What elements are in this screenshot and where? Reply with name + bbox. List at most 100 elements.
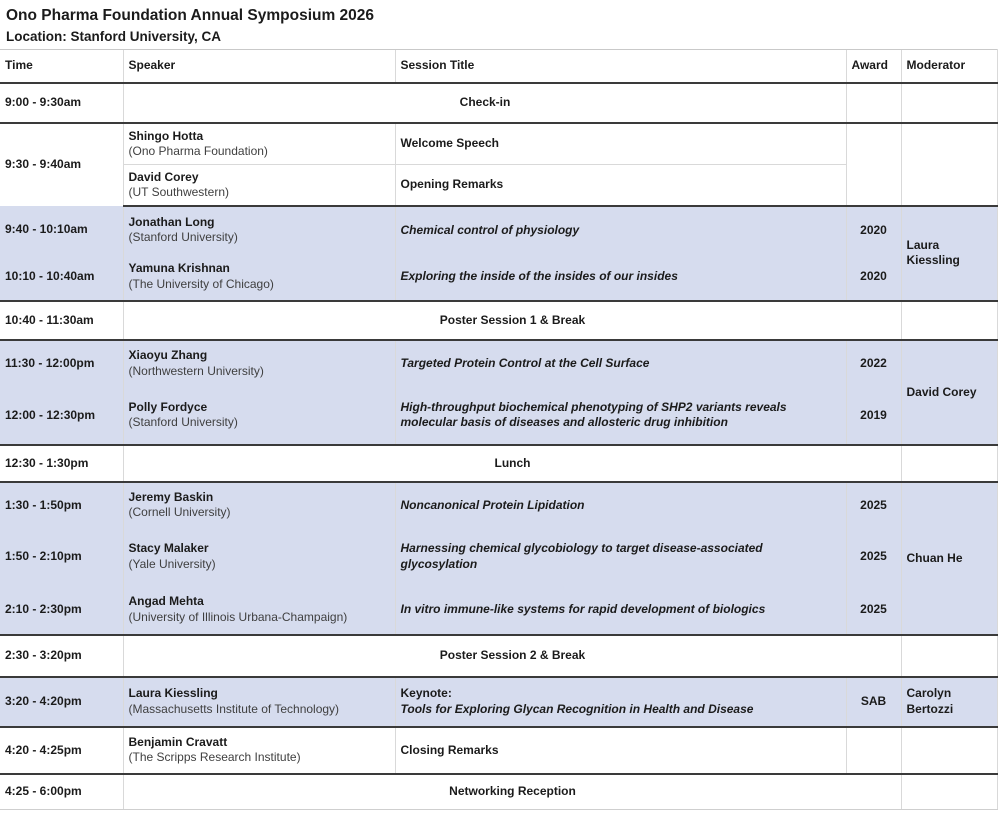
award-cell — [845, 82, 901, 124]
break-row-poster1: 10:40 - 11:30am Poster Session 1 & Break — [0, 300, 998, 341]
break-label: Poster Session 2 & Break — [122, 634, 901, 678]
speaker-affiliation: (UT Southwestern) — [128, 185, 229, 200]
session-title-cell: Harnessing chemical glycobiology to targ… — [394, 527, 846, 586]
speaker-cell: Polly Fordyce (Stanford University) — [122, 386, 395, 446]
time-cell: 1:50 - 2:10pm — [0, 527, 123, 586]
award-cell — [845, 726, 901, 775]
speaker-affiliation: (Stanford University) — [128, 415, 238, 430]
award-cell: 2022 — [845, 339, 901, 387]
speaker-name: Xiaoyu Zhang — [128, 348, 208, 363]
speaker-name: Jeremy Baskin — [128, 489, 214, 504]
schedule-row: David Corey (UT Southwestern) Opening Re… — [0, 164, 997, 207]
speaker-cell: Jeremy Baskin (Cornell University) — [122, 481, 395, 528]
column-header-award: Award — [845, 49, 901, 84]
time-cell: 1:30 - 1:50pm — [0, 481, 123, 528]
time-cell: 10:10 - 10:40am — [0, 253, 123, 302]
page-title: Ono Pharma Foundation Annual Symposium 2… — [6, 7, 375, 24]
time-cell: 4:25 - 6:00pm — [0, 773, 123, 811]
schedule-table: Time Speaker Session Title Award Moderat… — [0, 49, 998, 811]
speaker-cell: David Corey (UT Southwestern) — [122, 164, 395, 207]
speaker-cell: Jonathan Long (Stanford University) — [122, 205, 395, 254]
award-cell: 2019 — [845, 386, 901, 446]
award-cell — [845, 122, 901, 207]
award-cell: 2025 — [845, 585, 901, 636]
speaker-affiliation: (Cornell University) — [128, 505, 231, 520]
break-row-networking: 4:25 - 6:00pm Networking Reception — [0, 773, 998, 811]
speaker-cell: Shingo Hotta (Ono Pharma Foundation) — [122, 122, 395, 165]
schedule-row: 9:40 - 10:10am Jonathan Long (Stanford U… — [0, 205, 998, 302]
speaker-affiliation: (The University of Chicago) — [128, 276, 274, 291]
moderator-cell — [900, 82, 998, 124]
break-label: Lunch — [122, 444, 901, 483]
time-cell: 9:40 - 10:10am — [0, 205, 123, 254]
time-cell: 12:30 - 1:30pm — [0, 444, 123, 483]
speaker-name: Benjamin Cravatt — [128, 734, 228, 749]
session-title-cell: Targeted Protein Control at the Cell Sur… — [394, 339, 846, 387]
speaker-name: Jonathan Long — [128, 214, 215, 229]
speaker-affiliation: (University of Illinois Urbana-Champaign… — [128, 609, 348, 624]
time-cell: 3:20 - 4:20pm — [0, 676, 123, 728]
award-cell: 2025 — [845, 527, 901, 586]
session-title-cell: In vitro immune-like systems for rapid d… — [394, 585, 846, 636]
schedule-row: 11:30 - 12:00pm Xiaoyu Zhang (Northweste… — [0, 339, 998, 446]
speaker-affiliation: (Stanford University) — [128, 230, 238, 245]
moderator-cell — [900, 444, 998, 483]
speaker-name: Polly Fordyce — [128, 399, 208, 414]
time-cell: 12:00 - 12:30pm — [0, 386, 123, 446]
break-label: Check-in — [122, 82, 846, 124]
moderator-cell — [900, 122, 998, 207]
speaker-cell: Angad Mehta (University of Illinois Urba… — [122, 585, 395, 636]
break-label: Networking Reception — [122, 773, 901, 811]
column-header-speaker: Speaker — [122, 49, 395, 84]
speaker-name: Yamuna Krishnan — [128, 261, 230, 276]
break-label: Poster Session 1 & Break — [122, 300, 901, 341]
award-cell: 2020 — [845, 253, 901, 302]
speaker-name: Shingo Hotta — [128, 128, 204, 143]
session-title-cell: Exploring the inside of the insides of o… — [394, 253, 846, 302]
schedule-row: 10:10 - 10:40am Yamuna Krishnan (The Uni… — [0, 253, 997, 302]
speaker-affiliation: (Northwestern University) — [128, 363, 264, 378]
session-title-cell: Chemical control of physiology — [394, 205, 846, 254]
break-row-lunch: 12:30 - 1:30pm Lunch — [0, 444, 998, 483]
moderator-cell: Carolyn Bertozzi — [900, 676, 998, 728]
speaker-name: Angad Mehta — [128, 594, 204, 609]
schedule-row: 12:00 - 12:30pm Polly Fordyce (Stanford … — [0, 386, 997, 446]
time-cell: 9:30 - 9:40am — [5, 157, 82, 172]
session-title-cell: Closing Remarks — [394, 726, 846, 775]
speaker-cell: Laura Kiessling (Massachusetts Institute… — [122, 676, 395, 728]
session-title-cell: Noncanonical Protein Lipidation — [394, 481, 846, 528]
schedule-row: 9:30 - 9:40am Shingo Hotta (Ono Pharma F… — [0, 122, 998, 207]
time-cell: 10:40 - 11:30am — [0, 300, 123, 341]
speaker-cell: Benjamin Cravatt (The Scripps Research I… — [122, 726, 395, 775]
session-title-cell: High-throughput biochemical phenotyping … — [394, 386, 846, 446]
award-cell: 2025 — [845, 481, 901, 528]
keynote-title: Tools for Exploring Glycan Recognition i… — [400, 701, 754, 716]
time-cell: 2:10 - 2:30pm — [0, 585, 123, 636]
schedule-sheet: Ono Pharma Foundation Annual Symposium 2… — [0, 7, 998, 811]
speaker-affiliation: (The Scripps Research Institute) — [128, 750, 301, 765]
speaker-cell: Yamuna Krishnan (The University of Chica… — [122, 253, 395, 302]
schedule-row: 1:30 - 1:50pm Jeremy Baskin (Cornell Uni… — [0, 481, 998, 636]
speaker-cell: Stacy Malaker (Yale University) — [122, 527, 395, 586]
break-row-checkin: 9:00 - 9:30am Check-in — [0, 82, 998, 124]
speaker-affiliation: (Yale University) — [128, 556, 216, 571]
column-header-moderator: Moderator — [900, 49, 998, 84]
moderator-cell — [900, 300, 998, 341]
keynote-prefix: Keynote: — [400, 686, 452, 701]
column-header-session: Session Title — [394, 49, 846, 84]
award-cell: 2020 — [845, 205, 901, 254]
speaker-affiliation: (Massachusetts Institute of Technology) — [128, 701, 340, 716]
schedule-row: 1:50 - 2:10pm Stacy Malaker (Yale Univer… — [0, 527, 997, 586]
award-cell: SAB — [845, 676, 901, 728]
schedule-row: 2:10 - 2:30pm Angad Mehta (University of… — [0, 585, 997, 636]
time-cell: 11:30 - 12:00pm — [0, 339, 123, 387]
speaker-name: David Corey — [128, 169, 199, 184]
moderator-cell: David Corey — [900, 339, 998, 446]
speaker-affiliation: (Ono Pharma Foundation) — [128, 144, 268, 159]
speaker-name: Stacy Malaker — [128, 541, 209, 556]
speaker-name: Laura Kiessling — [128, 686, 218, 701]
moderator-cell: Laura Kiessling — [900, 205, 998, 302]
location-subtitle: Location: Stanford University, CA — [6, 28, 222, 44]
break-row-poster2: 2:30 - 3:20pm Poster Session 2 & Break — [0, 634, 998, 678]
schedule-row: 4:20 - 4:25pm Benjamin Cravatt (The Scri… — [0, 726, 998, 775]
